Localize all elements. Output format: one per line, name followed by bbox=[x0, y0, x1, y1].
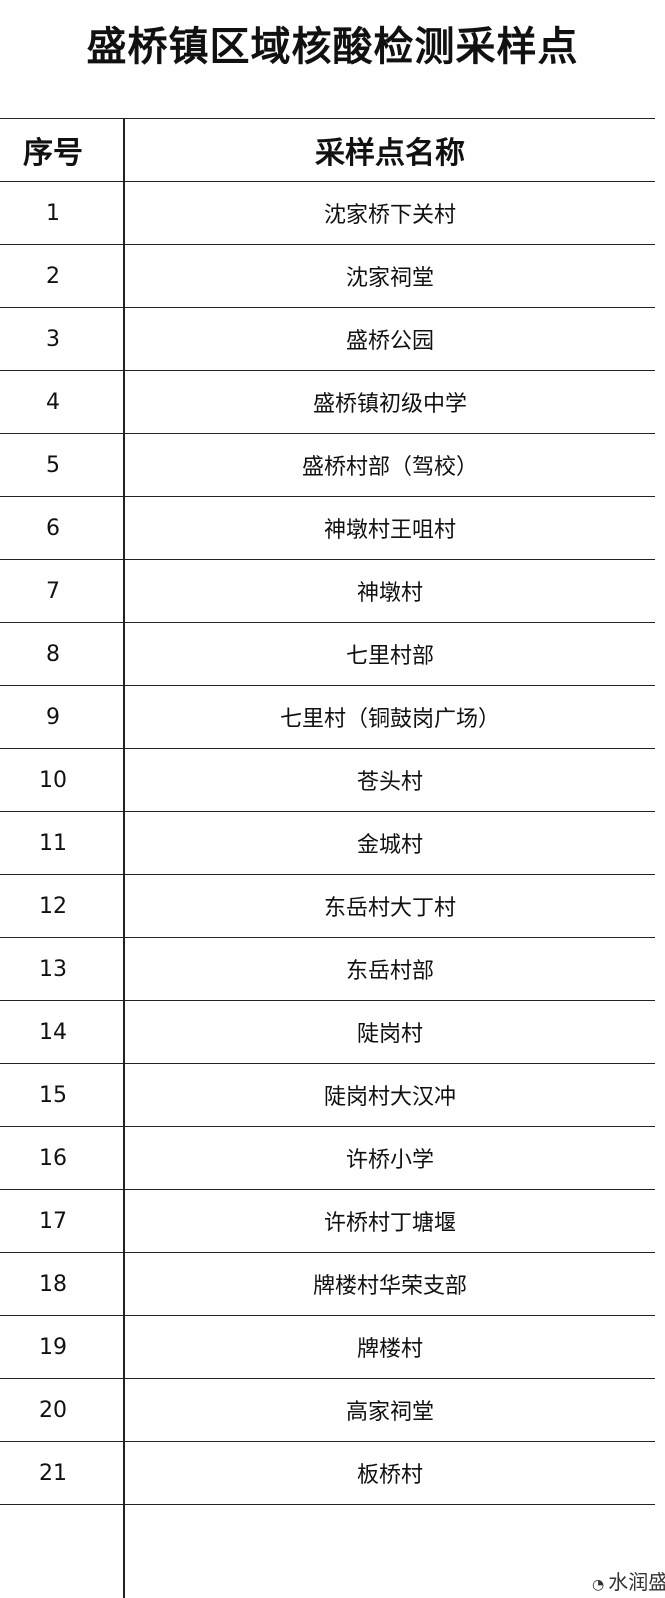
table-cell: 19 bbox=[39, 1334, 67, 1360]
table-row: 19 牌楼村 bbox=[0, 1315, 655, 1378]
wechat-icon: ◔ bbox=[592, 1577, 605, 1593]
table-row: 9 七里村（铜鼓岗广场） bbox=[0, 685, 655, 748]
table-row: 12 东岳村大丁村 bbox=[0, 874, 655, 937]
table-row: 13 东岳村部 bbox=[0, 937, 655, 1000]
table-cell: 金城村 bbox=[356, 833, 423, 858]
column-divider bbox=[123, 118, 125, 1598]
table-cell: 许桥村丁塘堰 bbox=[323, 1211, 456, 1236]
table-cell: 10 bbox=[39, 767, 67, 793]
table-row: 15 陡岗村大汉冲 bbox=[0, 1063, 655, 1126]
title: 盛桥镇区域核酸检测采样点 bbox=[86, 24, 579, 70]
table-cell: 17 bbox=[39, 1208, 67, 1234]
table-cell: 6 bbox=[46, 515, 60, 541]
table-row: 6 神墩村王咀村 bbox=[0, 496, 655, 559]
table-cell: 牌楼村 bbox=[356, 1337, 423, 1362]
table-row: 1 沈家桥下关村 bbox=[0, 181, 655, 244]
table-cell: 14 bbox=[39, 1019, 67, 1045]
table-cell: 盛桥公园 bbox=[345, 329, 434, 354]
table-cell: 12 bbox=[39, 893, 67, 919]
watermark: ◔ 水润盛 bbox=[592, 1566, 665, 1595]
table-row: 20 高家祠堂 bbox=[0, 1378, 655, 1441]
table-cell: 东岳村大丁村 bbox=[323, 896, 456, 921]
table-row: 2 沈家祠堂 bbox=[0, 244, 655, 307]
table-cell: 盛桥镇初级中学 bbox=[312, 392, 467, 417]
table-cell: 3 bbox=[46, 326, 60, 352]
table-row: 21 板桥村 bbox=[0, 1441, 655, 1504]
watermark-text: 水润盛 bbox=[608, 1570, 665, 1594]
table-row: 18 牌楼村华荣支部 bbox=[0, 1252, 655, 1315]
table-row: 14 陡岗村 bbox=[0, 1000, 655, 1063]
table-cell: 陡岗村 bbox=[356, 1022, 423, 1047]
table-cell: 陡岗村大汉冲 bbox=[323, 1085, 456, 1110]
table-cell: 15 bbox=[39, 1082, 67, 1108]
table-row: 4 盛桥镇初级中学 bbox=[0, 370, 655, 433]
table-row: 16 许桥小学 bbox=[0, 1126, 655, 1189]
table-cell: 苍头村 bbox=[356, 770, 423, 795]
table-cell: 21 bbox=[39, 1460, 67, 1486]
header-row: 序号 采样点名称 bbox=[0, 118, 655, 181]
table-row: 10 苍头村 bbox=[0, 748, 655, 811]
table-cell: 13 bbox=[39, 956, 67, 982]
table-cell: 16 bbox=[39, 1145, 67, 1171]
table-cell: 5 bbox=[46, 452, 60, 478]
table-row: 8 七里村部 bbox=[0, 622, 655, 685]
table: 序号 采样点名称 1 沈家桥下关村 2 沈家祠堂 3 盛桥公园 4 盛桥镇初级中学 5 盛桥村部（… bbox=[0, 118, 655, 1505]
table-cell: 高家祠堂 bbox=[345, 1400, 434, 1425]
table-cell: 东岳村部 bbox=[345, 959, 434, 984]
table-row: 7 神墩村 bbox=[0, 559, 655, 622]
table-cell: 七里村（铜鼓岗广场） bbox=[279, 707, 500, 732]
header-cell: 序号 bbox=[23, 136, 83, 171]
table-row: 3 盛桥公园 bbox=[0, 307, 655, 370]
table-cell: 4 bbox=[46, 389, 60, 415]
table-bottom-border bbox=[0, 1504, 655, 1505]
table-cell: 神墩村 bbox=[356, 581, 423, 606]
table-cell: 9 bbox=[46, 704, 60, 730]
table-cell: 1 bbox=[46, 200, 60, 226]
table-cell: 沈家祠堂 bbox=[345, 266, 434, 291]
table-cell: 11 bbox=[39, 830, 67, 856]
table-cell: 18 bbox=[39, 1271, 67, 1297]
table-cell: 牌楼村华荣支部 bbox=[312, 1274, 467, 1299]
table-cell: 七里村部 bbox=[345, 644, 434, 669]
table-cell: 板桥村 bbox=[356, 1463, 423, 1488]
header-cell: 采样点名称 bbox=[315, 136, 465, 171]
table-cell: 7 bbox=[46, 578, 60, 604]
table-row: 17 许桥村丁塘堰 bbox=[0, 1189, 655, 1252]
table-cell: 20 bbox=[39, 1397, 67, 1423]
table-row: 11 金城村 bbox=[0, 811, 655, 874]
table-cell: 盛桥村部（驾校） bbox=[301, 455, 478, 480]
table-row: 5 盛桥村部（驾校） bbox=[0, 433, 655, 496]
table-cell: 沈家桥下关村 bbox=[323, 203, 456, 228]
table-cell: 神墩村王咀村 bbox=[323, 518, 456, 543]
table-cell: 8 bbox=[46, 641, 60, 667]
table-cell: 2 bbox=[46, 263, 60, 289]
table-cell: 许桥小学 bbox=[345, 1148, 434, 1173]
